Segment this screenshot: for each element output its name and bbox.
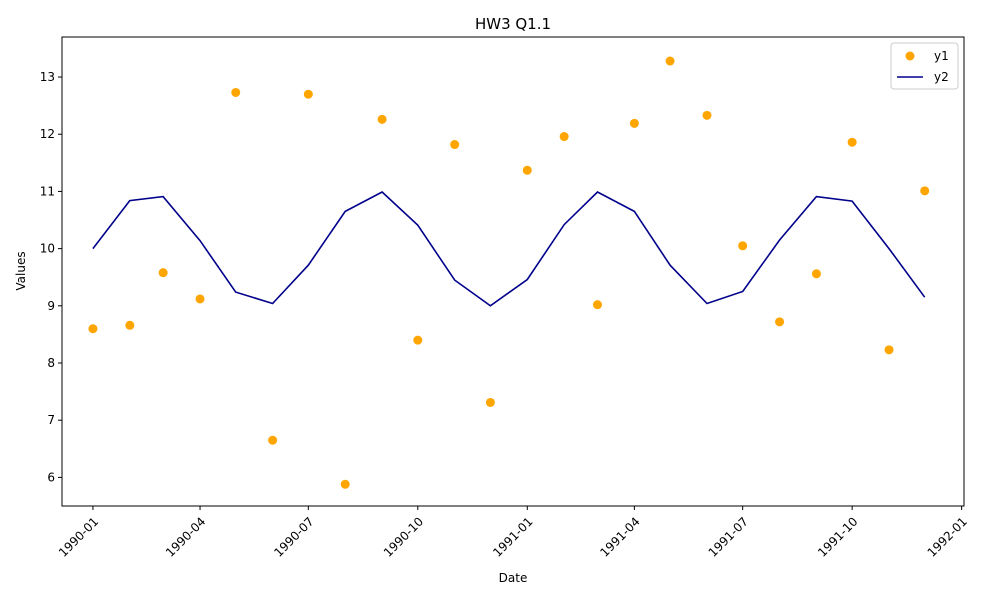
data-point-y1 (592, 300, 602, 310)
x-tick-label: 1991-01 (490, 514, 535, 559)
data-point-y1 (450, 140, 460, 150)
y-tick-label: 9 (47, 299, 55, 313)
legend-label-y2: y2 (934, 70, 949, 84)
data-point-y1 (413, 335, 423, 345)
data-point-y1 (485, 397, 495, 407)
plot-frame (61, 36, 965, 507)
data-point-y1 (629, 118, 639, 128)
y-tick-label: 13 (40, 70, 55, 84)
data-point-y1 (303, 89, 313, 99)
series-line-y2 (92, 191, 926, 307)
legend-marker-y1 (905, 51, 915, 61)
data-point-y1 (665, 56, 675, 66)
data-point-y1 (811, 269, 821, 279)
plot-area (61, 36, 965, 507)
x-tick-label: 1991-10 (815, 514, 860, 559)
data-point-y1 (340, 479, 350, 489)
data-point-y1 (268, 435, 278, 445)
y-tick-label: 6 (47, 470, 55, 484)
data-point-y1 (195, 294, 205, 304)
x-tick-label: 1991-07 (706, 514, 751, 559)
y-axis: 6 7 8 9 10 11 12 13 (40, 70, 62, 484)
data-point-y1 (88, 324, 98, 334)
x-axis-label: Date (499, 571, 528, 585)
chart-title: HW3 Q1.1 (475, 15, 551, 33)
data-point-y1 (522, 165, 532, 175)
x-tick-label: 1990-01 (56, 514, 101, 559)
data-point-y1 (738, 241, 748, 251)
data-point-y1 (884, 345, 894, 355)
data-point-y1 (775, 317, 785, 327)
data-point-y1 (158, 268, 168, 278)
x-axis: 1990-01 1990-04 1990-07 1990-10 1991-01 1991-… (56, 506, 970, 560)
data-point-y1 (377, 114, 387, 124)
x-tick-label: 1990-04 (163, 514, 208, 559)
x-tick-label: 1990-07 (271, 514, 316, 559)
x-tick-label: 1990-10 (381, 514, 426, 559)
y-tick-label: 7 (47, 413, 55, 427)
x-tick-label: 1991-04 (597, 514, 642, 559)
data-point-y1 (702, 110, 712, 120)
data-point-y1 (559, 132, 569, 142)
data-point-y1 (920, 186, 930, 196)
y-tick-label: 10 (40, 242, 55, 256)
data-point-y1 (125, 320, 135, 330)
x-tick-label: 1992-01 (925, 514, 970, 559)
legend-label-y1: y1 (934, 49, 949, 63)
y-tick-label: 11 (40, 184, 55, 198)
data-point-y1 (847, 137, 857, 147)
data-point-y1 (231, 87, 241, 97)
y-tick-label: 8 (47, 356, 55, 370)
legend: y1 y2 (890, 42, 959, 90)
y-tick-label: 12 (40, 127, 55, 141)
y-axis-label: Values (14, 251, 28, 290)
